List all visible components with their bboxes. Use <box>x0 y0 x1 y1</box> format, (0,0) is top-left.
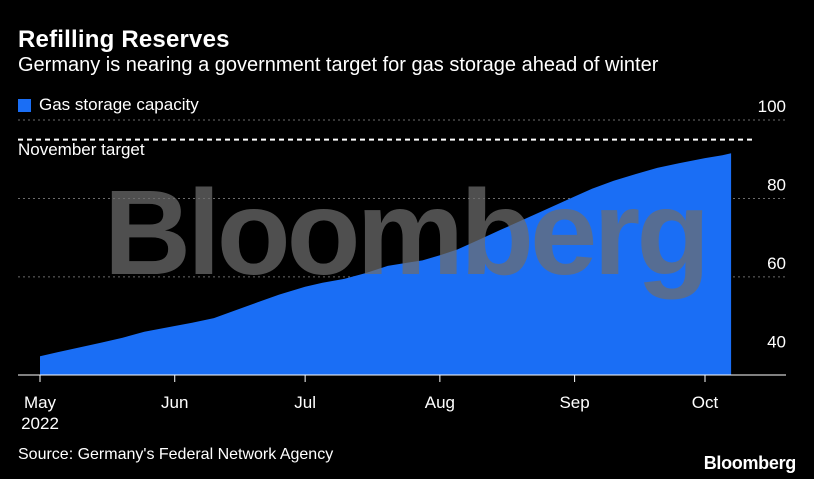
y-tick-label: 80 <box>767 175 786 194</box>
brand-logo: Bloomberg <box>703 453 797 473</box>
chart-title: Refilling Reserves <box>18 26 230 53</box>
legend: Gas storage capacity <box>18 95 199 115</box>
x-tick-label: Jul <box>294 393 316 412</box>
target-label: November target <box>18 140 145 159</box>
x-axis: May 2022 Jun Jul Aug Sep Oct <box>21 375 718 433</box>
x-tick-label: Oct <box>692 393 719 412</box>
storage-area <box>40 153 732 375</box>
y-tick-label: 60 <box>767 254 786 273</box>
x-tick-sublabel: 2022 <box>21 414 59 433</box>
watermark-logo: Bloomberg <box>104 164 707 300</box>
x-tick-label: Sep <box>559 393 589 412</box>
legend-label: Gas storage capacity <box>39 95 199 114</box>
chart-subtitle: Germany is nearing a government target f… <box>18 54 659 76</box>
x-tick-label: Jun <box>161 393 188 412</box>
y-tick-label: 40 <box>767 332 786 351</box>
x-tick-label: Aug <box>425 393 455 412</box>
source-note: Source: Germany's Federal Network Agency <box>18 446 334 463</box>
y-axis: 40 60 80 100 <box>758 97 786 351</box>
y-tick-label: 100 <box>758 97 786 116</box>
legend-swatch <box>18 98 31 112</box>
x-tick-label: May <box>24 393 57 412</box>
